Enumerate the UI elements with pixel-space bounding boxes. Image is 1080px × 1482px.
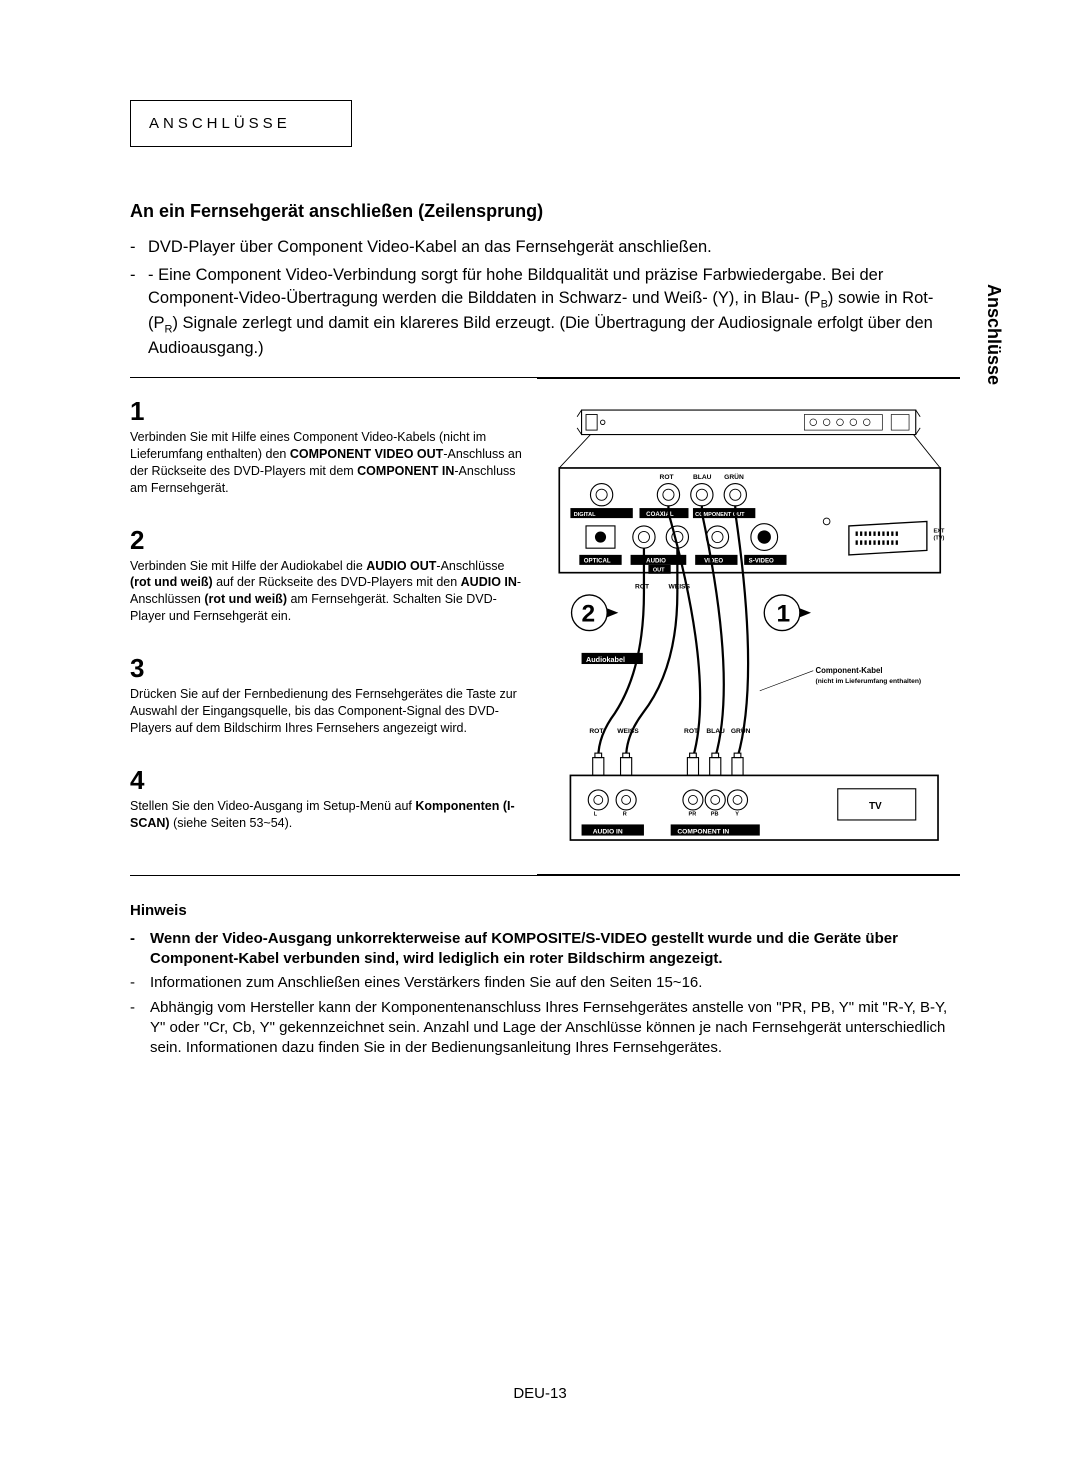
- label-rot-4: ROT: [684, 728, 698, 735]
- intro-text-1: DVD-Player über Component Video-Kabel an…: [148, 236, 712, 258]
- label-audio: AUDIO: [646, 558, 666, 565]
- intro-list: - DVD-Player über Component Video-Kabel …: [130, 236, 960, 359]
- label-comp-kabel-1: Component-Kabel: [815, 666, 882, 675]
- label-y: Y: [735, 812, 739, 818]
- label-svideo: S-VIDEO: [748, 558, 773, 565]
- diagram-column: ROT BLAU GRÜN DIGITAL COAXIAL: [537, 378, 960, 875]
- step-num-1: 1: [130, 396, 527, 427]
- label-audiokabel: Audiokabel: [586, 655, 625, 664]
- intro-item-1: - DVD-Player über Component Video-Kabel …: [130, 236, 960, 258]
- step-2: 2 Verbinden Sie mit Hilfe der Audiokabel…: [130, 525, 527, 626]
- page: ANSCHLÜSSE Anschlüsse An ein Fernsehgerä…: [0, 0, 1080, 1482]
- label-blau-2: BLAU: [706, 728, 725, 735]
- section-label-box: ANSCHLÜSSE: [130, 100, 352, 147]
- dash: -: [130, 264, 148, 359]
- page-number: DEU-13: [513, 1385, 566, 1402]
- side-tab: Anschlüsse: [979, 278, 1008, 391]
- intro-item-2: - - Eine Component Video-Verbindung sorg…: [130, 264, 960, 359]
- page-heading: An ein Fernsehgerät anschließen (Zeilens…: [130, 201, 960, 222]
- label-l: L: [594, 812, 598, 818]
- label-weiss-2: WEISS: [617, 728, 639, 735]
- hinweis-label: Hinweis: [130, 902, 960, 919]
- label-rot: ROT: [659, 474, 673, 481]
- steps-column: 1 Verbinden Sie mit Hilfe eines Componen…: [130, 378, 537, 875]
- label-tv: TV: [869, 801, 882, 812]
- label-digital-audio: DIGITAL: [573, 512, 595, 518]
- step-text-1: Verbinden Sie mit Hilfe eines Component …: [130, 429, 527, 497]
- steps-wrap: 1 Verbinden Sie mit Hilfe eines Componen…: [130, 377, 960, 876]
- label-rot-3: ROT: [589, 728, 603, 735]
- step-num-3: 3: [130, 653, 527, 684]
- label-comp-kabel-2: (nicht im Lieferumfang enthalten): [815, 678, 921, 685]
- dash: -: [130, 929, 150, 970]
- intro-fragment-a: - Eine Component Video-Verbindung sorgt …: [148, 266, 883, 306]
- step-text-3: Drücken Sie auf der Fernbedienung des Fe…: [130, 686, 527, 737]
- label-grun-2: GRÜN: [731, 726, 751, 735]
- step-3: 3 Drücken Sie auf der Fernbedienung des …: [130, 653, 527, 737]
- intro-fragment-c: ) Signale zerlegt und damit ein klareres…: [148, 314, 933, 357]
- hinweis-bold-text: Wenn der Video-Ausgang unkorrekterweise …: [150, 929, 960, 970]
- label-grun: GRÜN: [724, 472, 744, 481]
- label-optical: OPTICAL: [583, 558, 610, 565]
- hinweis-item-2: - Abhängig vom Hersteller kann der Kompo…: [130, 998, 960, 1059]
- label-pb: PB: [710, 812, 718, 818]
- label-r: R: [622, 812, 626, 818]
- label-ext: EXT: [933, 529, 944, 535]
- callout-2: 2: [581, 601, 595, 628]
- step-4: 4 Stellen Sie den Video-Ausgang im Setup…: [130, 765, 527, 832]
- label-ext-tv: (TV): [933, 535, 944, 541]
- label-pr: PR: [688, 812, 696, 818]
- step-text-4: Stellen Sie den Video-Ausgang im Setup-M…: [130, 798, 527, 832]
- label-audio-in: AUDIO IN: [592, 828, 622, 835]
- hinweis-text-1: Informationen zum Anschließen eines Vers…: [150, 973, 702, 993]
- section-label: ANSCHLÜSSE: [149, 115, 291, 132]
- label-component-in: COMPONENT IN: [677, 828, 729, 835]
- hinweis-item-1: - Informationen zum Anschließen eines Ve…: [130, 973, 960, 993]
- label-video: VIDEO: [704, 558, 723, 565]
- label-blau: BLAU: [693, 474, 712, 481]
- hinweis-bold: - Wenn der Video-Ausgang unkorrekterweis…: [130, 929, 960, 970]
- intro-text-2: - Eine Component Video-Verbindung sorgt …: [148, 264, 960, 359]
- dash: -: [130, 973, 150, 993]
- step-num-4: 4: [130, 765, 527, 796]
- step-1: 1 Verbinden Sie mit Hilfe eines Componen…: [130, 396, 527, 497]
- step-num-2: 2: [130, 525, 527, 556]
- callout-1: 1: [776, 601, 790, 628]
- sub-b: B: [821, 298, 828, 310]
- label-rot-2: ROT: [635, 583, 649, 590]
- label-out: OUT: [653, 568, 665, 574]
- step-text-2: Verbinden Sie mit Hilfe der Audiokabel d…: [130, 558, 527, 626]
- hinweis-text-2: Abhängig vom Hersteller kann der Kompone…: [150, 998, 960, 1059]
- connection-diagram: ROT BLAU GRÜN DIGITAL COAXIAL: [537, 390, 960, 858]
- dash: -: [130, 236, 148, 258]
- dash: -: [130, 998, 150, 1059]
